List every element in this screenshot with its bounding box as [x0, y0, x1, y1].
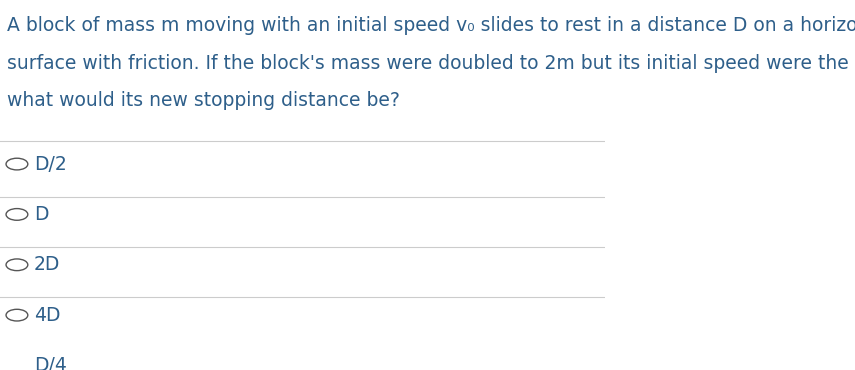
Text: A block of mass m moving with an initial speed v₀ slides to rest in a distance D: A block of mass m moving with an initial… [7, 16, 855, 35]
Text: 4D: 4D [34, 306, 61, 324]
Text: D/2: D/2 [34, 155, 67, 174]
Text: D: D [34, 205, 49, 224]
Text: what would its new stopping distance be?: what would its new stopping distance be? [7, 91, 400, 110]
Text: 2D: 2D [34, 255, 60, 274]
Text: surface with friction. If the block's mass were doubled to 2m but its initial sp: surface with friction. If the block's ma… [7, 54, 855, 73]
Text: D/4: D/4 [34, 356, 67, 370]
